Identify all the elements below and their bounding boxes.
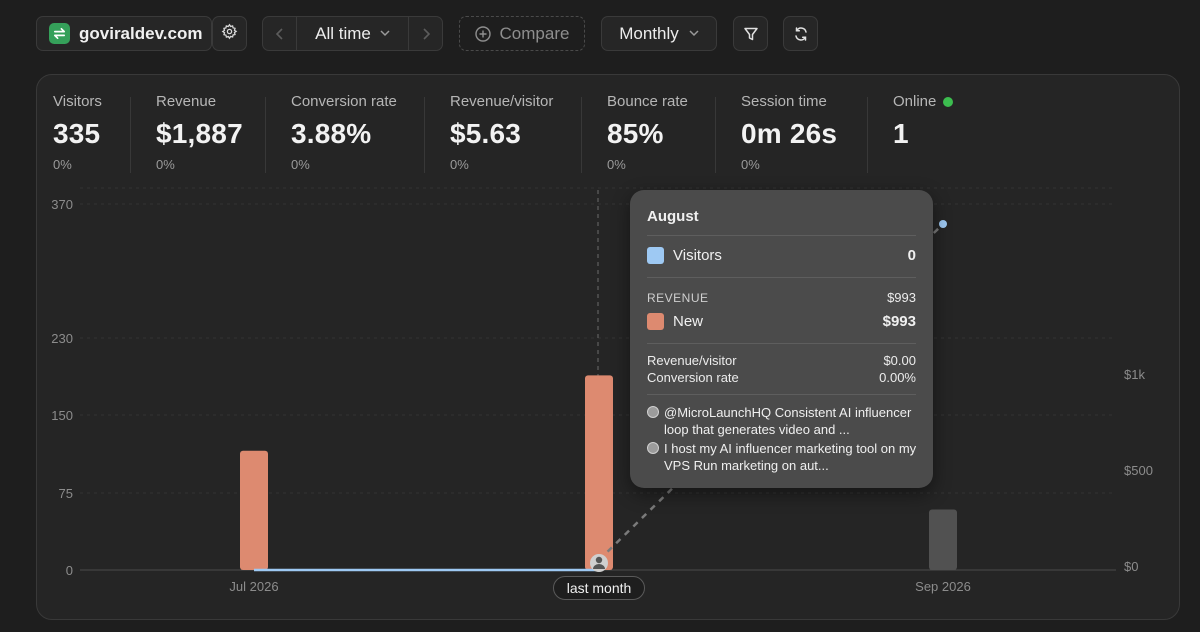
divider	[867, 97, 868, 173]
period-label: All time	[315, 23, 371, 43]
next-period-button[interactable]	[408, 17, 442, 50]
metric-label: Conversion rate	[291, 93, 397, 110]
metric-revenue-per-visitor[interactable]: Revenue/visitor $5.63 0%	[450, 93, 553, 172]
tooltip-month: August	[647, 208, 699, 225]
metric-online[interactable]: Online 1	[893, 93, 954, 150]
divider	[715, 97, 716, 173]
metric-visitors[interactable]: Visitors 335 0%	[53, 93, 102, 172]
chevron-left-icon	[275, 27, 283, 40]
divider	[647, 394, 916, 395]
analytics-card: Visitors 335 0% Revenue $1,887 0% Conver…	[36, 74, 1180, 620]
divider	[647, 343, 916, 344]
refresh-button[interactable]	[783, 16, 818, 51]
tooltip-rpv-row: Revenue/visitor $0.00	[647, 353, 916, 368]
metric-label: Revenue/visitor	[450, 93, 554, 110]
avatar-icon	[647, 442, 659, 454]
tooltip-visitors-row: Visitors 0	[647, 247, 916, 264]
divider	[647, 277, 916, 278]
chart-tooltip: August Visitors 0 REVENUE $993 New $993 …	[630, 190, 933, 488]
metric-value: 1	[893, 118, 909, 149]
tooltip-revenue-total: $993	[887, 290, 916, 305]
mention-text: I host my AI influencer marketing tool o…	[664, 441, 917, 473]
online-status-dot	[943, 96, 954, 107]
tooltip-mention[interactable]: @MicroLaunchHQ Consistent AI influencer …	[647, 404, 921, 438]
metric-revenue[interactable]: Revenue $1,887 0%	[156, 93, 243, 172]
interval-dropdown[interactable]: Monthly	[601, 16, 717, 51]
refresh-icon	[794, 26, 807, 41]
compare-button[interactable]: Compare	[459, 16, 585, 51]
tooltip-rpv-value: $0.00	[883, 353, 916, 368]
metric-label: Session time	[741, 93, 827, 110]
metric-bounce-rate[interactable]: Bounce rate 85% 0%	[607, 93, 688, 172]
visitors-swatch	[647, 247, 664, 264]
filter-button[interactable]	[733, 16, 768, 51]
chevron-down-icon	[380, 30, 390, 37]
gear-icon	[221, 23, 238, 45]
tooltip-rpv-label: Revenue/visitor	[647, 353, 737, 368]
metric-value: $5.63	[450, 118, 522, 149]
filter-icon	[743, 27, 758, 40]
metric-label: Visitors	[53, 93, 102, 110]
metric-label: Revenue	[156, 93, 217, 110]
metric-change: 0%	[741, 157, 760, 172]
site-name: goviraldev.com	[79, 23, 203, 43]
tooltip-visitors-value: 0	[907, 247, 916, 264]
tooltip-conversion-value: 0.00%	[879, 370, 916, 385]
plus-circle-icon	[474, 25, 491, 42]
tooltip-conversion-row: Conversion rate 0.00%	[647, 370, 916, 385]
metric-value: 85%	[607, 118, 664, 149]
compare-label: Compare	[499, 23, 570, 43]
tooltip-revenue-row: REVENUE $993	[647, 290, 916, 305]
tooltip-mention[interactable]: I host my AI influencer marketing tool o…	[647, 440, 921, 474]
divider	[647, 235, 916, 236]
metric-change: 0%	[156, 157, 175, 172]
metric-conversion-rate[interactable]: Conversion rate 3.88% 0%	[291, 93, 397, 172]
metric-session-time[interactable]: Session time 0m 26s 0%	[741, 93, 837, 172]
metric-change: 0%	[607, 157, 626, 172]
mention-text: @MicroLaunchHQ Consistent AI influencer …	[664, 405, 912, 437]
metric-value: 335	[53, 118, 101, 149]
metric-value: 0m 26s	[741, 118, 838, 149]
divider	[265, 97, 266, 173]
online-label: Online	[893, 93, 937, 110]
highlighted-period-label: last month	[553, 576, 645, 600]
tooltip-new-row: New $993	[647, 313, 916, 330]
metric-change: 0%	[53, 157, 72, 172]
tooltip-new-value: $993	[882, 313, 916, 330]
divider	[130, 97, 131, 173]
chevron-down-icon	[689, 30, 699, 37]
metric-value: 3.88%	[291, 118, 372, 149]
new-revenue-swatch	[647, 313, 664, 330]
divider	[424, 97, 425, 173]
chevron-right-icon	[422, 27, 430, 40]
tooltip-visitors-label: Visitors	[673, 247, 722, 264]
metric-change: 0%	[450, 157, 469, 172]
period-selector: All time	[262, 16, 443, 51]
metric-value: $1,887	[156, 118, 243, 149]
swap-arrows-icon	[49, 23, 70, 44]
divider	[581, 97, 582, 173]
tooltip-new-label: New	[673, 313, 704, 330]
metric-change: 0%	[291, 157, 310, 172]
avatar-icon	[647, 406, 659, 418]
tooltip-conversion-label: Conversion rate	[647, 370, 739, 385]
metric-label: Bounce rate	[607, 93, 688, 110]
previous-period-button[interactable]	[263, 17, 297, 50]
site-settings-button[interactable]	[212, 16, 247, 51]
period-dropdown[interactable]: All time	[297, 24, 408, 44]
metric-label: Online	[893, 93, 954, 110]
interval-label: Monthly	[619, 23, 679, 43]
toolbar: goviraldev.com All time Compare Monthly	[0, 0, 1200, 70]
tooltip-revenue-caption: REVENUE	[647, 290, 709, 305]
site-selector[interactable]: goviraldev.com	[36, 16, 212, 51]
